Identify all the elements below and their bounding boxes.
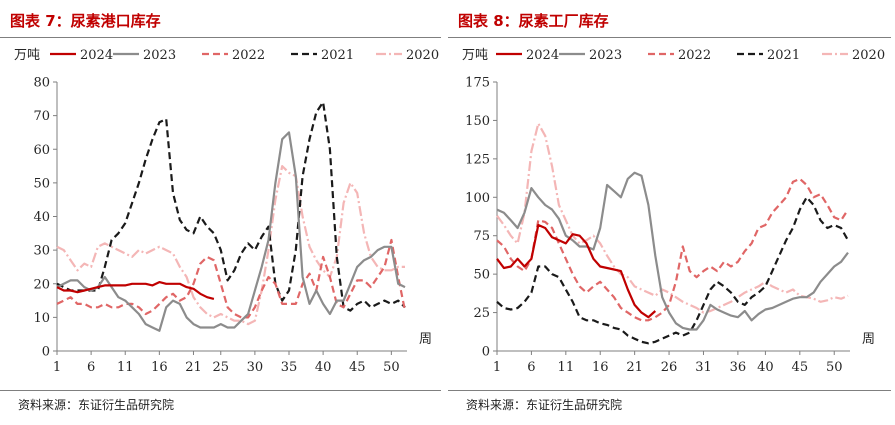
y-tick-label: 20 xyxy=(33,277,50,292)
x-tick-label: 6 xyxy=(87,360,95,375)
y-tick-label: 50 xyxy=(33,176,50,191)
x-axis-label: 周 xyxy=(419,332,432,347)
legend-label: 2021 xyxy=(321,48,354,63)
x-tick-label: 31 xyxy=(695,360,712,375)
title-divider xyxy=(0,37,441,38)
series-line-2021 xyxy=(496,196,849,345)
legend-label: 2020 xyxy=(852,48,885,63)
y-tick-label: 60 xyxy=(33,143,50,158)
y-axis-label: 万吨 xyxy=(14,48,40,63)
y-tick-label: 50 xyxy=(473,268,490,283)
y-tick-label: 80 xyxy=(33,76,50,91)
x-tick-label: 36 xyxy=(730,360,747,375)
y-tick-label: 125 xyxy=(465,152,490,167)
x-tick-label: 21 xyxy=(626,360,643,375)
series-line-2020 xyxy=(496,122,849,314)
legend-label: 2022 xyxy=(678,48,711,63)
source-divider xyxy=(0,390,441,391)
y-tick-label: 25 xyxy=(473,306,490,321)
x-tick-label: 16 xyxy=(151,360,168,375)
x-tick-label: 50 xyxy=(383,360,400,375)
x-tick-label: 40 xyxy=(757,360,774,375)
y-tick-label: 75 xyxy=(473,229,490,244)
x-tick-label: 11 xyxy=(117,360,134,375)
x-tick-label: 1 xyxy=(493,360,501,375)
x-tick-label: 26 xyxy=(661,360,678,375)
legend-label: 2021 xyxy=(767,48,800,63)
series-line-2024 xyxy=(496,223,657,319)
y-tick-label: 10 xyxy=(33,311,50,326)
source-note: 资料来源：东证衍生品研究院 xyxy=(466,398,623,412)
source-note: 资料来源：东证衍生品研究院 xyxy=(18,398,175,412)
x-tick-label: 21 xyxy=(185,360,202,375)
x-tick-label: 45 xyxy=(349,360,366,375)
legend-label: 2023 xyxy=(143,48,176,63)
x-tick-label: 1 xyxy=(53,360,61,375)
x-axis-label: 周 xyxy=(862,332,875,347)
series-line-2022 xyxy=(496,177,849,322)
legend-label: 2023 xyxy=(589,48,622,63)
y-tick-label: 40 xyxy=(33,210,50,225)
legend-label: 2022 xyxy=(232,48,265,63)
series-line-2022 xyxy=(56,238,407,319)
series-line-2020 xyxy=(56,164,405,326)
x-tick-label: 40 xyxy=(315,360,332,375)
y-tick-label: 100 xyxy=(465,191,490,206)
x-tick-label: 6 xyxy=(527,360,535,375)
legend-label: 2020 xyxy=(406,48,439,63)
y-tick-label: 150 xyxy=(465,114,490,129)
x-tick-label: 11 xyxy=(558,360,575,375)
x-tick-label: 45 xyxy=(792,360,809,375)
x-tick-label: 50 xyxy=(826,360,843,375)
title-divider xyxy=(448,37,891,38)
legend-label: 2024 xyxy=(80,48,113,63)
y-tick-label: 70 xyxy=(33,109,50,124)
series-line-2023 xyxy=(496,171,849,331)
series-line-2023 xyxy=(56,131,406,332)
y-axis-label: 万吨 xyxy=(462,48,488,63)
figure-title: 图表 8：尿素工厂库存 xyxy=(458,12,609,30)
source-divider xyxy=(448,390,891,391)
figure-title: 图表 7：尿素港口库存 xyxy=(10,12,161,30)
y-tick-label: 0 xyxy=(482,345,490,360)
x-tick-label: 30 xyxy=(247,360,264,375)
chart-panel-left: 图表 7：尿素港口库存 0 10 20 30 40 50 60 70 80 1 6 11 16 21 25 3… xyxy=(0,0,445,425)
x-tick-label: 25 xyxy=(212,360,229,375)
y-tick-label: 30 xyxy=(33,244,50,259)
y-tick-label: 0 xyxy=(42,345,50,360)
legend-label: 2024 xyxy=(526,48,559,63)
x-tick-label: 35 xyxy=(281,360,298,375)
series-line-2024 xyxy=(56,281,215,300)
chart-panel-right: 图表 8：尿素工厂库存 0 25 50 75 100 125 150 175 1 6 11 16 21 2… xyxy=(448,0,895,425)
x-tick-label: 16 xyxy=(592,360,609,375)
y-tick-label: 175 xyxy=(465,76,490,91)
series-line-2021 xyxy=(56,101,406,312)
